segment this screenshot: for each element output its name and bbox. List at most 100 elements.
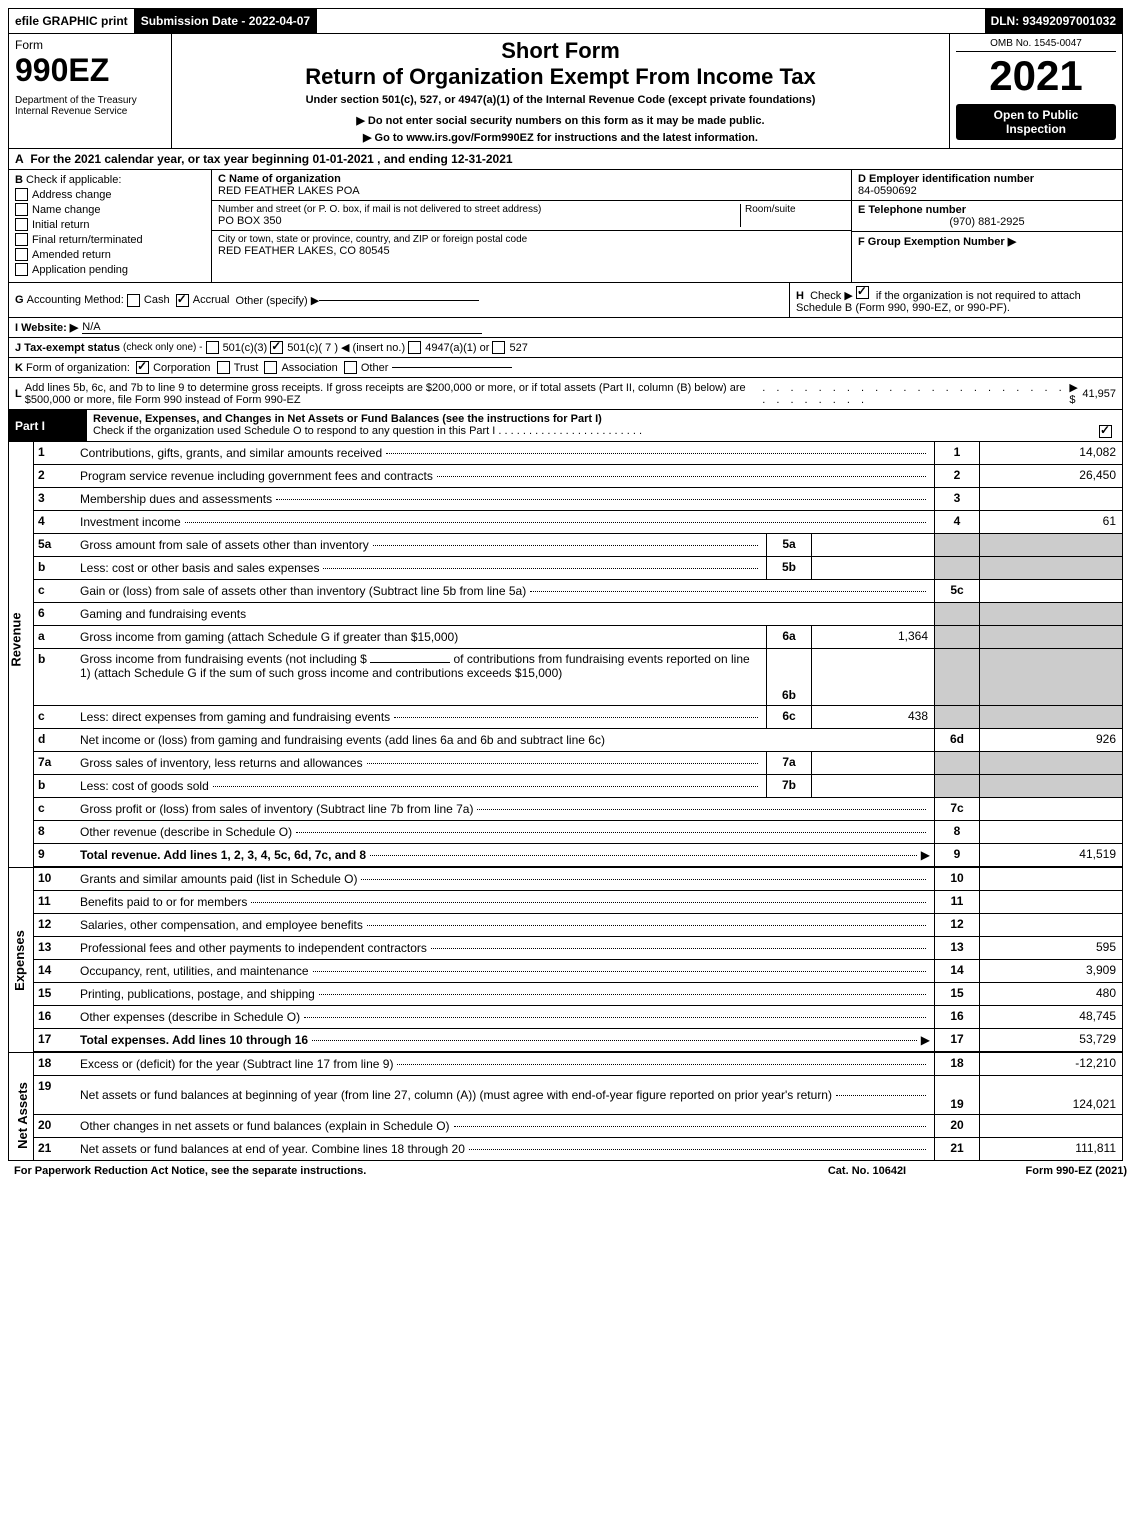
check-initial-return[interactable]: Initial return [15, 218, 205, 231]
g-other: Other (specify) ▶ [236, 294, 320, 307]
grey-cell [934, 775, 979, 797]
check-amended-return[interactable]: Amended return [15, 248, 205, 261]
row-num: 6 [34, 603, 76, 625]
line-ref: 7c [934, 798, 979, 820]
sub-val: 438 [811, 706, 934, 728]
checkbox-icon[interactable] [344, 361, 357, 374]
room-label: Room/suite [745, 204, 845, 215]
grey-cell [979, 649, 1122, 705]
6b-input[interactable] [370, 662, 450, 663]
goto-link-line: ▶ Go to www.irs.gov/Form990EZ for instru… [178, 131, 943, 144]
row-7a: 7a Gross sales of inventory, less return… [34, 752, 1122, 775]
line-ref: 21 [934, 1138, 979, 1160]
row-num: a [34, 626, 76, 648]
section-e: E Telephone number (970) 881-2925 [852, 201, 1122, 232]
g-label: G [15, 294, 24, 306]
line-val: -12,210 [979, 1053, 1122, 1075]
check-application-pending[interactable]: Application pending [15, 263, 205, 276]
row-17: 17 Total expenses. Add lines 10 through … [34, 1029, 1122, 1052]
row-desc: Net assets or fund balances at beginning… [80, 1088, 832, 1102]
row-desc: Less: cost of goods sold [80, 779, 209, 793]
line-val: 595 [979, 937, 1122, 959]
line-val: 3,909 [979, 960, 1122, 982]
checkbox-icon[interactable] [217, 361, 230, 374]
line-ref: 8 [934, 821, 979, 843]
checkbox-icon[interactable] [408, 341, 421, 354]
line-ref: 15 [934, 983, 979, 1005]
grey-cell [979, 626, 1122, 648]
b-label: B [15, 174, 23, 186]
row-num: 1 [34, 442, 76, 464]
line-ref: 14 [934, 960, 979, 982]
goto-text[interactable]: ▶ Go to www.irs.gov/Form990EZ for instru… [363, 132, 758, 144]
check-label: Name change [32, 204, 101, 216]
form-word: Form [15, 38, 165, 52]
a-text: For the 2021 calendar year, or tax year … [30, 152, 512, 166]
row-9: 9 Total revenue. Add lines 1, 2, 3, 4, 5… [34, 844, 1122, 867]
check-address-change[interactable]: Address change [15, 188, 205, 201]
l-arrow: ▶ $ [1069, 381, 1082, 406]
section-h: H Check ▶ if the organization is not req… [790, 283, 1122, 317]
k-other-input[interactable] [392, 367, 512, 368]
netassets-side-label: Net Assets [15, 1082, 30, 1149]
checkbox-checked-icon[interactable] [856, 286, 869, 299]
row-num: 5a [34, 534, 76, 556]
line-ref: 11 [934, 891, 979, 913]
grey-cell [934, 603, 979, 625]
row-num: 15 [34, 983, 76, 1005]
checkbox-icon[interactable] [127, 294, 140, 307]
line-ref: 12 [934, 914, 979, 936]
row-desc-1: Gross income from fundraising events (no… [80, 652, 367, 666]
efile-label: efile GRAPHIC print [9, 9, 135, 33]
grey-cell [934, 626, 979, 648]
revenue-side-label: Revenue [9, 612, 24, 666]
checkbox-checked-icon[interactable] [270, 341, 283, 354]
line-val: 111,811 [979, 1138, 1122, 1160]
line-val: 41,519 [979, 844, 1122, 866]
header-right: OMB No. 1545-0047 2021 Open to Public In… [950, 34, 1122, 148]
dln: DLN: 93492097001032 [985, 9, 1122, 33]
row-6b: b Gross income from fundraising events (… [34, 649, 1122, 706]
row-num: 19 [34, 1076, 76, 1114]
j-label: J Tax-exempt status [15, 342, 120, 354]
row-num: 17 [34, 1029, 76, 1051]
open-public-badge: Open to Public Inspection [956, 104, 1116, 140]
header-center: Short Form Return of Organization Exempt… [172, 34, 950, 148]
row-num: b [34, 649, 76, 705]
g-other-input[interactable] [319, 300, 479, 301]
checkbox-icon[interactable] [264, 361, 277, 374]
checkbox-checked-icon[interactable] [1099, 425, 1112, 438]
sub-val [811, 649, 934, 705]
row-num: 4 [34, 511, 76, 533]
netassets-rows: 18 Excess or (deficit) for the year (Sub… [34, 1053, 1122, 1160]
row-16: 16 Other expenses (describe in Schedule … [34, 1006, 1122, 1029]
row-desc: Gross amount from sale of assets other t… [80, 538, 369, 552]
section-k: K Form of organization: Corporation Trus… [9, 358, 1122, 378]
row-desc: Gross profit or (loss) from sales of inv… [80, 802, 473, 816]
g-accrual: Accrual [193, 294, 230, 306]
line-val: 53,729 [979, 1029, 1122, 1051]
arrow-icon: ▶ [921, 1033, 930, 1047]
row-desc: Gain or (loss) from sale of assets other… [80, 584, 526, 598]
row-18: 18 Excess or (deficit) for the year (Sub… [34, 1053, 1122, 1076]
row-num: 14 [34, 960, 76, 982]
checkbox-checked-icon[interactable] [176, 294, 189, 307]
line-val: 480 [979, 983, 1122, 1005]
revenue-rows: 1 Contributions, gifts, grants, and simi… [34, 442, 1122, 867]
row-num: b [34, 557, 76, 579]
row-num: d [34, 729, 76, 751]
checkbox-icon[interactable] [492, 341, 505, 354]
part1-sub: Check if the organization used Schedule … [93, 425, 495, 437]
check-final-return[interactable]: Final return/terminated [15, 233, 205, 246]
badge-line2: Inspection [960, 122, 1112, 136]
grey-cell [979, 706, 1122, 728]
section-l: L Add lines 5b, 6c, and 7b to line 9 to … [9, 378, 1122, 410]
checkbox-icon[interactable] [206, 341, 219, 354]
check-name-change[interactable]: Name change [15, 203, 205, 216]
row-desc: Total revenue. Add lines 1, 2, 3, 4, 5c,… [80, 848, 366, 862]
top-bar: efile GRAPHIC print Submission Date - 20… [9, 9, 1122, 34]
row-desc: Occupancy, rent, utilities, and maintena… [80, 964, 309, 978]
line-ref: 13 [934, 937, 979, 959]
row-7c: c Gross profit or (loss) from sales of i… [34, 798, 1122, 821]
checkbox-checked-icon[interactable] [136, 361, 149, 374]
